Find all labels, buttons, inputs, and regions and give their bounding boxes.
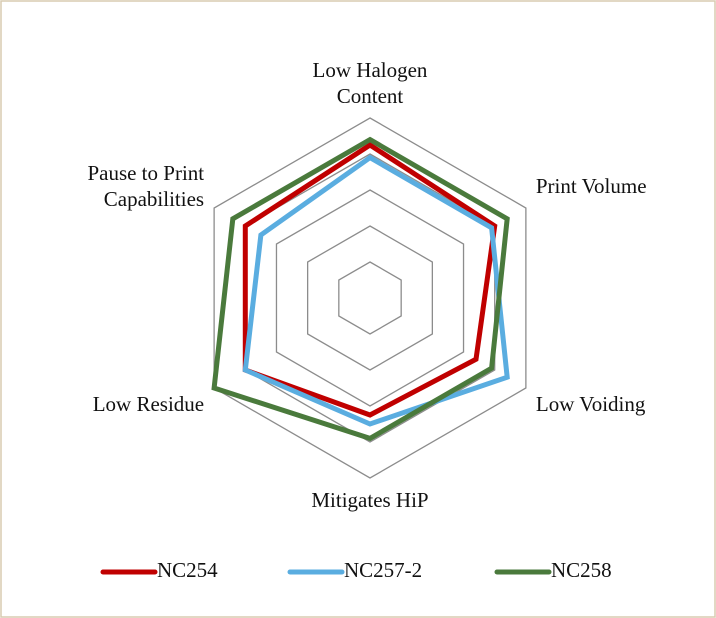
grid-line [275,189,465,407]
series-line [211,136,510,442]
category-label-line: Capabilities [104,187,204,211]
grid-line [213,117,527,479]
category-label: Pause to Print Capabilities [87,161,204,211]
category-label: Print Volume [536,174,647,198]
series-line [242,154,510,427]
legend-label: NC257-2 [344,558,422,582]
grid-line [338,261,402,335]
category-label-line: Content [337,84,404,108]
category-label: Low Halogen Content [313,58,428,108]
category-label-line: Pause to Print [87,161,204,185]
category-label-line: Low Halogen [313,58,428,82]
grid-line [306,225,434,371]
category-label: Mitigates HiP [311,488,428,512]
category-label: Low Voiding [536,392,646,416]
series-line [242,142,498,418]
legend-label: NC258 [551,558,612,582]
category-label: Low Residue [93,392,204,416]
legend-label: NC254 [157,558,218,582]
